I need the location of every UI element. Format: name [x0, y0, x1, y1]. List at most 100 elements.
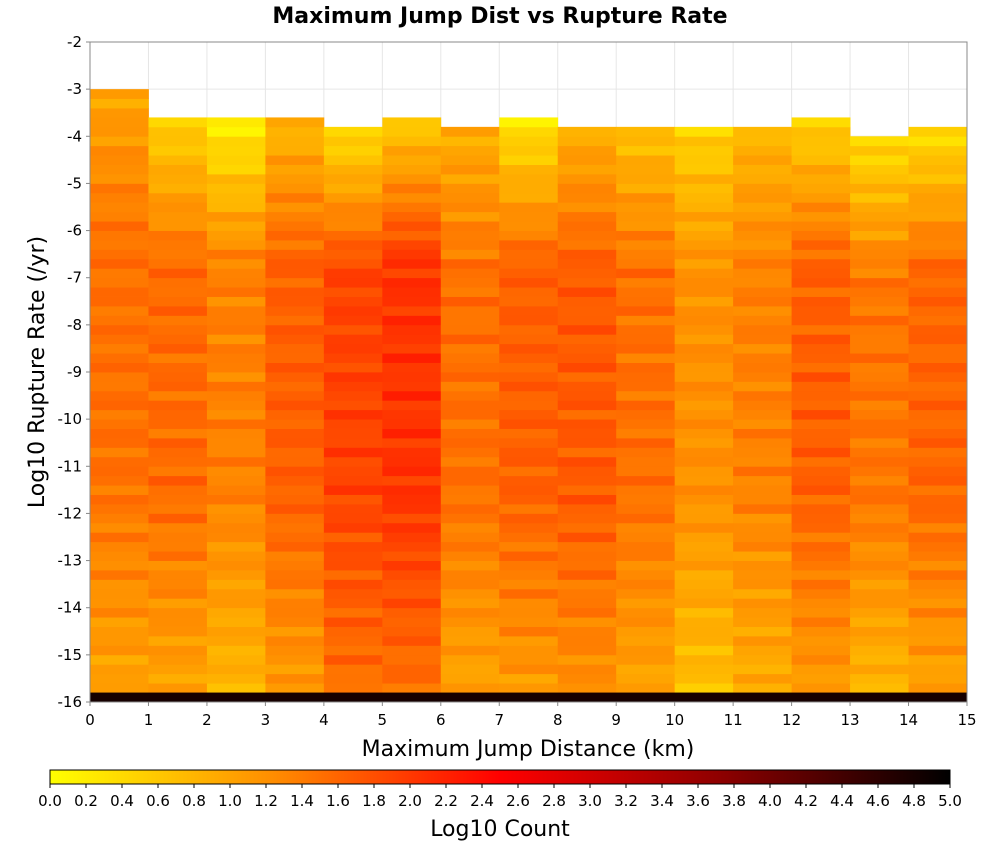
heatmap-cell — [674, 334, 734, 345]
heatmap-cell — [90, 428, 149, 439]
heatmap-cell — [148, 522, 208, 533]
heatmap-cell — [499, 315, 559, 326]
heatmap-cell — [323, 645, 383, 656]
heatmap-cell — [382, 324, 442, 335]
heatmap-cell — [557, 645, 617, 656]
heatmap-cell — [557, 372, 617, 382]
heatmap-cell — [265, 174, 325, 184]
colorbar-tick-label: 2.2 — [434, 792, 458, 810]
heatmap-cell — [850, 202, 909, 213]
heatmap-cell — [206, 117, 266, 128]
heatmap-cell — [323, 438, 383, 448]
heatmap-cell — [90, 362, 149, 373]
colorbar-tick-label: 2.4 — [470, 792, 494, 810]
heatmap-cell — [557, 183, 617, 194]
heatmap-cell — [90, 579, 149, 590]
heatmap-cell — [206, 419, 266, 429]
colorbar-tick-label: 1.4 — [290, 792, 314, 810]
heatmap-cell — [674, 494, 734, 505]
heatmap-cell — [850, 353, 909, 363]
heatmap-cell — [733, 136, 792, 147]
heatmap-cell — [206, 390, 266, 401]
heatmap-cell — [908, 343, 968, 354]
heatmap-cell — [674, 192, 734, 203]
heatmap-cell — [674, 381, 734, 392]
heatmap-cell — [265, 447, 325, 458]
heatmap-cell — [850, 475, 909, 486]
heatmap-cell — [206, 494, 266, 505]
heatmap-cell — [850, 409, 909, 420]
heatmap-cell — [382, 494, 442, 505]
heatmap-cell — [206, 230, 266, 241]
heatmap-cell — [850, 466, 909, 477]
heatmap-cell — [90, 287, 149, 297]
heatmap-cell — [850, 598, 909, 609]
heatmap-cell — [440, 174, 500, 184]
heatmap-cell — [206, 353, 266, 363]
heatmap-cell — [206, 673, 266, 684]
heatmap-cell — [206, 287, 266, 297]
heatmap-cell — [674, 390, 734, 401]
heatmap-cell — [908, 145, 968, 156]
heatmap-cell — [908, 315, 968, 326]
heatmap-cell — [90, 522, 149, 533]
heatmap-cell — [733, 277, 792, 288]
colorbar-tick-label: 0.4 — [110, 792, 134, 810]
heatmap-cell — [791, 494, 851, 505]
heatmap-cell — [323, 588, 383, 599]
heatmap-cell — [382, 551, 442, 561]
heatmap-cell — [499, 192, 559, 203]
heatmap-cell — [206, 334, 266, 345]
heatmap-cell — [616, 475, 676, 486]
heatmap-cell — [323, 230, 383, 241]
heatmap-cell — [148, 296, 208, 307]
heatmap-cell — [791, 249, 851, 260]
heatmap-cell — [499, 560, 559, 571]
heatmap-cell — [616, 230, 676, 241]
heatmap-cell — [674, 438, 734, 448]
heatmap-cell — [557, 654, 617, 665]
heatmap-cell — [206, 683, 266, 693]
heatmap-cell — [908, 164, 968, 175]
heatmap-cell — [323, 334, 383, 345]
heatmap-cell — [908, 334, 968, 345]
heatmap-cell — [206, 155, 266, 165]
heatmap-cell — [850, 654, 909, 665]
heatmap-cell — [908, 202, 968, 213]
heatmap-cell — [791, 221, 851, 231]
heatmap-cell — [323, 617, 383, 627]
heatmap-cell — [499, 447, 559, 458]
heatmap-cell — [791, 570, 851, 580]
heatmap-cell — [850, 400, 909, 411]
heatmap-cell — [850, 438, 909, 448]
heatmap-cell — [323, 155, 383, 165]
heatmap-cell — [440, 211, 500, 222]
heatmap-cell — [148, 306, 208, 316]
heatmap-cell — [908, 588, 968, 599]
heatmap-cell — [265, 560, 325, 571]
heatmap-cell — [382, 513, 442, 524]
heatmap-cell — [616, 456, 676, 467]
y-tick-label: -4 — [67, 127, 82, 145]
heatmap-cell — [148, 428, 208, 439]
heatmap-cell — [382, 607, 442, 618]
heatmap-cell — [791, 617, 851, 627]
colorbar-tick-label: 4.4 — [830, 792, 854, 810]
colorbar-ticks: 0.0 0.2 0.4 0.6 0.8 1.0 1.2 1.4 1.6 1.8 2.0 2.2 2.4 2… — [38, 784, 962, 810]
heatmap-cell — [90, 277, 149, 288]
heatmap-cell — [90, 447, 149, 458]
heatmap-cell — [733, 306, 792, 316]
heatmap-cell — [206, 447, 266, 458]
heatmap-cell — [733, 202, 792, 213]
heatmap-cell — [557, 570, 617, 580]
heatmap-cell — [206, 532, 266, 543]
heatmap-cell — [382, 362, 442, 373]
heatmap-cell — [616, 636, 676, 646]
heatmap-cell — [265, 258, 325, 269]
heatmap-cell — [265, 324, 325, 335]
heatmap-cell — [733, 428, 792, 439]
heatmap-cell — [148, 504, 208, 514]
heatmap-cell — [148, 683, 208, 693]
heatmap-cell — [557, 353, 617, 363]
heatmap-cell — [674, 126, 734, 137]
